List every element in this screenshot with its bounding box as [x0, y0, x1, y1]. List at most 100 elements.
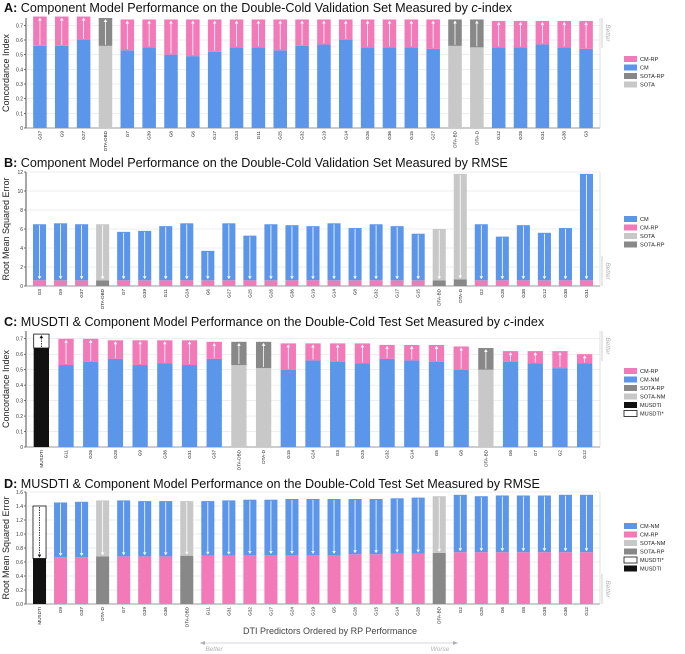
bar-rp — [432, 552, 446, 604]
bar-base — [229, 47, 244, 129]
bar-rp — [117, 556, 131, 604]
x-tick-label: DTA-DBD — [184, 606, 189, 627]
bar-rp — [537, 280, 551, 286]
rp-arrowhead — [269, 276, 273, 280]
bar-base — [142, 47, 156, 129]
bar-base — [513, 47, 528, 129]
bar-base — [107, 358, 124, 447]
legend-label: CM — [640, 66, 649, 72]
x-tick-label: G38 — [521, 289, 526, 298]
x-tick-label: G19 — [311, 607, 316, 616]
rp-arrowhead — [121, 552, 126, 556]
rp-arrowhead — [416, 276, 420, 280]
rp-arrowhead — [518, 21, 523, 25]
y-tick-label: 1.2 — [16, 518, 23, 524]
rp-arrowhead — [311, 276, 315, 280]
bar-rp — [32, 558, 47, 604]
bar-base — [354, 363, 371, 447]
bar-rp — [348, 554, 362, 604]
y-tick-label: 0.7 — [16, 23, 23, 29]
rp-arrowhead — [395, 276, 399, 280]
bar-rp — [264, 280, 278, 286]
rp-arrowhead — [453, 20, 457, 24]
rp-arrowhead — [163, 341, 167, 345]
rp-arrowhead — [458, 275, 463, 279]
x-axis-label: DTI Predictors Ordered by RP Performance — [243, 626, 417, 636]
y-tick-label: 1.6 — [16, 490, 23, 496]
rp-arrowhead — [248, 276, 252, 280]
x-tick-label: G7 — [125, 131, 130, 138]
bar-base — [382, 47, 397, 129]
x-tick-label: G39 — [142, 289, 147, 298]
x-tick-label: G2 — [557, 450, 562, 457]
x-tick-label: DTA-D — [458, 288, 463, 302]
rp-arrowhead — [332, 551, 336, 554]
better-label: Better — [205, 646, 223, 653]
legend-swatch — [624, 64, 637, 71]
bar-rp — [159, 280, 173, 286]
bar-rp — [411, 553, 425, 604]
rp-arrowhead — [300, 20, 304, 24]
bar-base — [478, 369, 494, 447]
x-tick-label: G25 — [360, 450, 365, 459]
bar-base — [231, 365, 247, 447]
x-tick-label: MUSDTI — [37, 607, 42, 625]
x-tick-label: G26 — [268, 289, 273, 298]
rp-arrowhead — [335, 344, 340, 348]
legend-label: SOTA-RP — [640, 386, 665, 392]
rp-arrowhead — [409, 20, 414, 24]
x-tick-label: G3 — [335, 450, 340, 457]
x-tick-label: G3 — [584, 131, 589, 138]
bar-base — [76, 40, 91, 128]
x-tick-label: G28 — [416, 607, 421, 616]
rp-arrowhead — [395, 549, 399, 553]
rp-arrowhead — [558, 352, 562, 356]
rp-arrowhead — [311, 551, 315, 554]
legend-swatch — [624, 402, 637, 408]
direction-label: Better — [604, 24, 611, 42]
rp-arrowhead — [374, 276, 378, 280]
x-tick-label: G27 — [431, 131, 436, 140]
x-tick-label: G32 — [300, 131, 305, 140]
x-tick-label: G3 — [37, 289, 42, 296]
rp-arrowhead — [459, 347, 463, 351]
legend-swatch — [624, 523, 637, 529]
legend-label: CM — [640, 217, 649, 223]
x-tick-label: G15 — [286, 450, 291, 459]
x-tick-label: G36 — [563, 607, 568, 616]
bar-rp — [306, 555, 320, 604]
panel-title: C: MUSDTI & Component Model Performance … — [4, 315, 545, 329]
y-tick-label: 0.5 — [16, 368, 23, 374]
bar-rp — [558, 552, 572, 604]
x-tick-label: G31 — [187, 450, 192, 459]
x-tick-label: G7 — [121, 607, 126, 614]
bar-base — [317, 44, 331, 128]
rp-arrowhead — [37, 276, 42, 280]
rp-arrowhead — [212, 20, 217, 24]
rp-arrowhead — [39, 335, 44, 339]
bar-rp — [495, 552, 509, 604]
x-tick-label: G28 — [113, 450, 118, 459]
legend-swatch — [624, 540, 637, 546]
x-tick-label: G31 — [584, 289, 589, 298]
y-tick-label: 0 — [20, 445, 23, 451]
y-tick-label: 0.3 — [16, 399, 23, 405]
panel-title: A: Component Model Performance on the Do… — [4, 1, 513, 15]
x-tick-label: G12 — [582, 450, 587, 459]
x-tick-label: G36 — [162, 450, 167, 459]
legend-swatch — [623, 556, 638, 564]
rp-arrowhead — [184, 551, 189, 555]
y-tick-label: 0.6 — [16, 352, 23, 358]
bar-rp — [369, 280, 383, 286]
x-tick-label: G24 — [289, 607, 294, 616]
rp-arrowhead — [387, 20, 392, 24]
direction-label: Better — [604, 262, 611, 280]
x-tick-label: DTA-DBD — [103, 130, 108, 151]
x-tick-label: G38 — [563, 289, 568, 298]
bar-base — [552, 368, 568, 447]
rp-arrowhead — [286, 344, 291, 348]
bar-rp — [159, 556, 173, 604]
x-tick-label: G25 — [247, 289, 252, 298]
x-tick-label: G31 — [540, 131, 545, 140]
